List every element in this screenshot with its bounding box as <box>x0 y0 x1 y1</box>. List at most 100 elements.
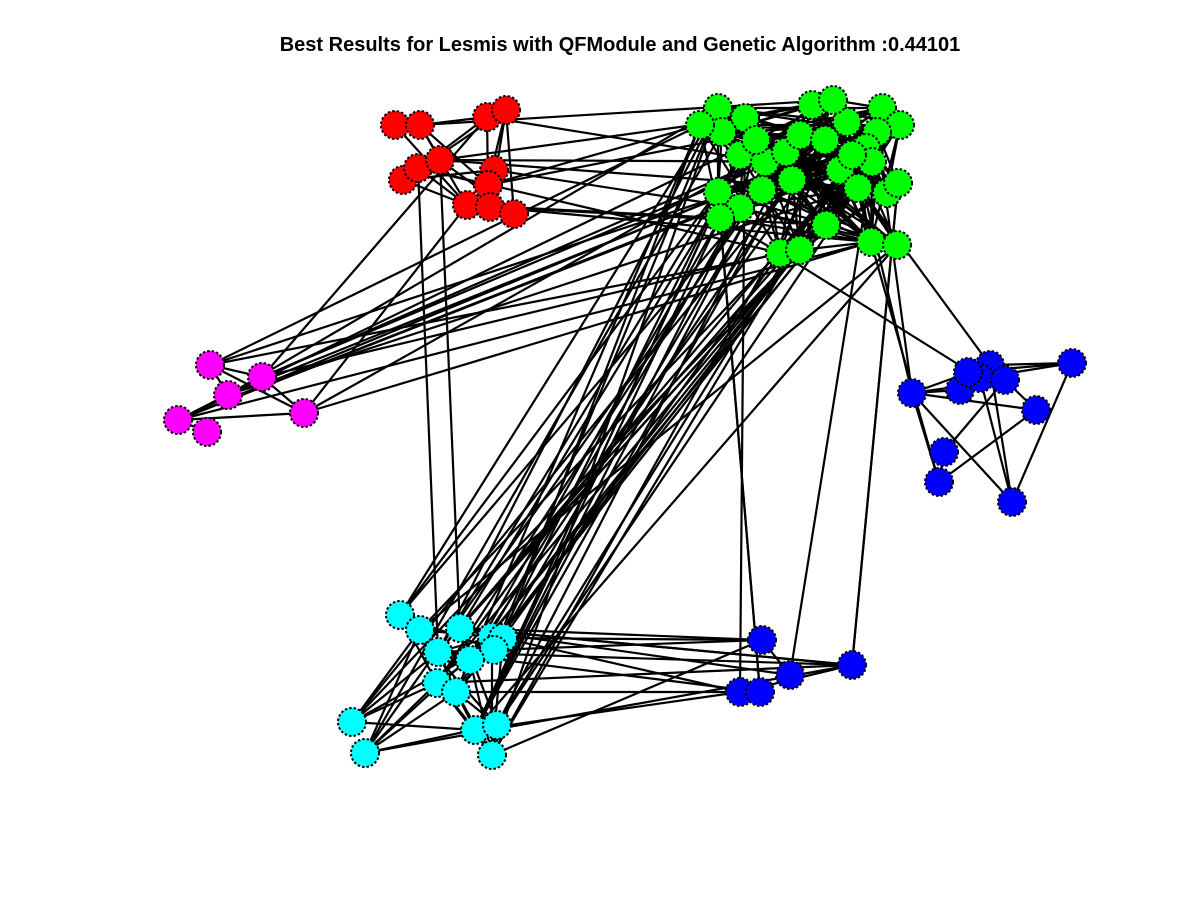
edge-cyan <box>351 720 476 732</box>
node-green-28 <box>882 230 912 260</box>
node-green-4 <box>885 110 915 140</box>
edge-cyan-blue-bottom <box>364 663 853 755</box>
edge-magenta-green <box>209 248 801 367</box>
edge-cyan-green <box>493 154 741 651</box>
node-green-29 <box>818 85 848 115</box>
node-green-30 <box>837 140 867 170</box>
node-green-19 <box>747 175 777 205</box>
node-green-26 <box>811 210 841 240</box>
edge-cyan-green <box>492 107 720 651</box>
edge-cyan-green <box>437 154 741 653</box>
edge-blue-right-green <box>869 241 941 483</box>
edge-magenta-green <box>227 107 719 396</box>
edge-cyan-red <box>416 167 440 653</box>
node-green-23 <box>883 168 913 198</box>
node-green-31 <box>685 110 715 140</box>
edge-cyan-green <box>437 107 719 653</box>
node-blue-bottom-4 <box>837 650 867 680</box>
node-blue-bottom-0 <box>747 625 777 655</box>
edge-blue-right <box>943 379 1006 453</box>
edge-cyan-blue-bottom <box>459 626 853 667</box>
edge-blue-bottom-green <box>788 131 879 676</box>
edge-magenta <box>177 411 305 422</box>
node-blue-bottom-2 <box>745 677 775 707</box>
edge-blue-right <box>938 409 1037 483</box>
node-cyan-10 <box>482 710 512 740</box>
edge-magenta-red <box>303 204 468 414</box>
edge-blue-right <box>911 392 1013 503</box>
edge-blue-right <box>1010 362 1074 503</box>
node-cyan-11 <box>350 738 380 768</box>
node-cyan-14 <box>405 615 435 645</box>
edge-red <box>504 109 516 215</box>
node-magenta-2 <box>289 398 319 428</box>
node-green-25 <box>785 235 815 265</box>
edge-cyan-green <box>437 249 801 653</box>
edge-cyan-green <box>469 179 793 661</box>
node-red-1 <box>405 110 435 140</box>
node-green-32 <box>741 125 771 155</box>
edge-cyan-green <box>474 189 763 731</box>
node-blue-right-6 <box>1021 395 1051 425</box>
node-green-11 <box>785 120 815 150</box>
node-green-21 <box>843 173 873 203</box>
node-magenta-1 <box>247 362 277 392</box>
node-blue-right-4 <box>990 365 1020 395</box>
edge-cyan-green <box>493 151 787 651</box>
node-red-10 <box>499 199 529 229</box>
edge-cyan-green <box>459 147 867 629</box>
edge-cyan-green <box>399 139 757 616</box>
node-blue-right-7 <box>929 437 959 467</box>
edge-magenta-green <box>303 240 872 415</box>
edge-cyan-green <box>474 244 898 731</box>
node-green-16 <box>703 177 733 207</box>
edge-cyan-blue-bottom <box>502 636 763 642</box>
edge-cyan-green <box>490 107 720 756</box>
edge-red-green <box>487 106 883 187</box>
node-red-11 <box>425 145 455 175</box>
edge-cyan-green <box>454 124 702 693</box>
node-green-20 <box>777 165 807 195</box>
graph-nodes <box>163 85 1087 770</box>
node-magenta-3 <box>163 405 193 435</box>
node-red-0 <box>380 110 410 140</box>
edge-red-green <box>439 158 873 164</box>
edge-blue-bottom-green <box>850 182 900 666</box>
figure-title: Best Results for Lesmis with QFModule an… <box>279 34 961 56</box>
node-cyan-0 <box>385 600 415 630</box>
graph-edges <box>177 98 1074 757</box>
node-blue-right-5 <box>1057 348 1087 378</box>
node-green-3 <box>867 93 897 123</box>
node-green-1 <box>730 103 760 133</box>
node-cyan-4 <box>423 637 453 667</box>
edge-blue-bottom-green <box>718 217 762 693</box>
edge-cyan <box>364 682 438 754</box>
node-cyan-1 <box>445 613 475 643</box>
edge-cyan <box>364 691 457 754</box>
node-green-18 <box>705 203 735 233</box>
node-magenta-4 <box>192 417 222 447</box>
node-blue-right-8 <box>924 467 954 497</box>
node-cyan-7 <box>441 677 471 707</box>
node-green-5 <box>832 107 862 137</box>
node-cyan-13 <box>455 645 485 675</box>
node-magenta-5 <box>213 380 243 410</box>
node-blue-right-0 <box>897 378 927 408</box>
edge-cyan-green <box>399 107 719 616</box>
edge-cyan-blue-bottom <box>474 690 741 732</box>
node-green-12 <box>810 125 840 155</box>
node-blue-right-10 <box>953 357 983 387</box>
edge-magenta-green <box>177 240 872 422</box>
node-blue-right-9 <box>997 487 1027 517</box>
edge-red-green <box>487 123 701 187</box>
edge-cyan <box>468 659 494 756</box>
node-red-3 <box>491 95 521 125</box>
edge-cyan-green <box>474 207 741 731</box>
edge-blue-right <box>911 391 1037 412</box>
edge-cyan-red <box>438 159 462 629</box>
node-red-7 <box>473 170 503 200</box>
node-cyan-12 <box>477 740 507 770</box>
node-cyan-8 <box>337 707 367 737</box>
edge-cyan-blue-bottom <box>491 638 763 757</box>
